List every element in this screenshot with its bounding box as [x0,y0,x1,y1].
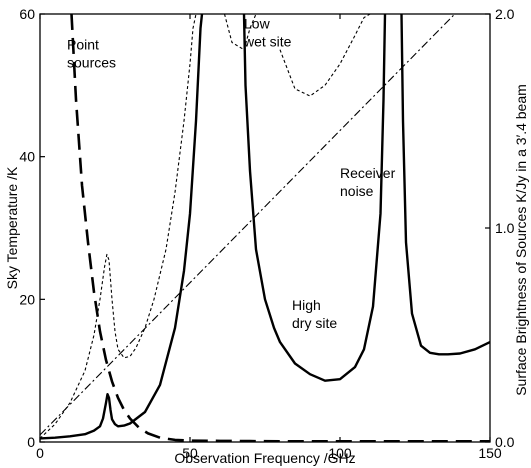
y-tick-label: 60 [19,6,35,22]
series-point_sources [72,14,491,441]
series-high_dry_site [40,14,490,438]
y2-tick-label: 2.0 [495,6,515,22]
annotations-group: Point sources Low wet site Receiver noise High… [67,15,396,331]
annotation-line: Receiver [340,165,396,181]
annotation-line: sources [67,55,116,71]
annotation-line: Low [244,15,271,31]
annotation-line: dry site [292,315,337,331]
x-axis-label: Observation Frequency /GHz [174,450,355,466]
y-tick-label: 20 [19,291,35,307]
series-low_wet_site [40,14,370,438]
annotation-line: wet site [243,33,292,49]
annotation-line: High [292,297,321,313]
y2-tick-label: 0.0 [495,434,515,450]
y-axis-label: Sky Temperature /K [4,166,20,289]
y-tick-label: 0 [27,434,35,450]
x-tick-label: 0 [36,445,44,461]
y-tick-label: 40 [19,149,35,165]
annotation: Receiver noise [340,165,396,199]
y2-axis-label: Surface Brightness of Sources K/Jy in a … [513,84,529,396]
annotation-line: Point [67,37,99,53]
y2-tick-label: 1.0 [495,220,515,236]
annotation: Low wet site [243,15,292,49]
plot-frame [40,14,490,442]
annotation: High dry site [292,297,337,331]
annotation-line: noise [340,183,374,199]
